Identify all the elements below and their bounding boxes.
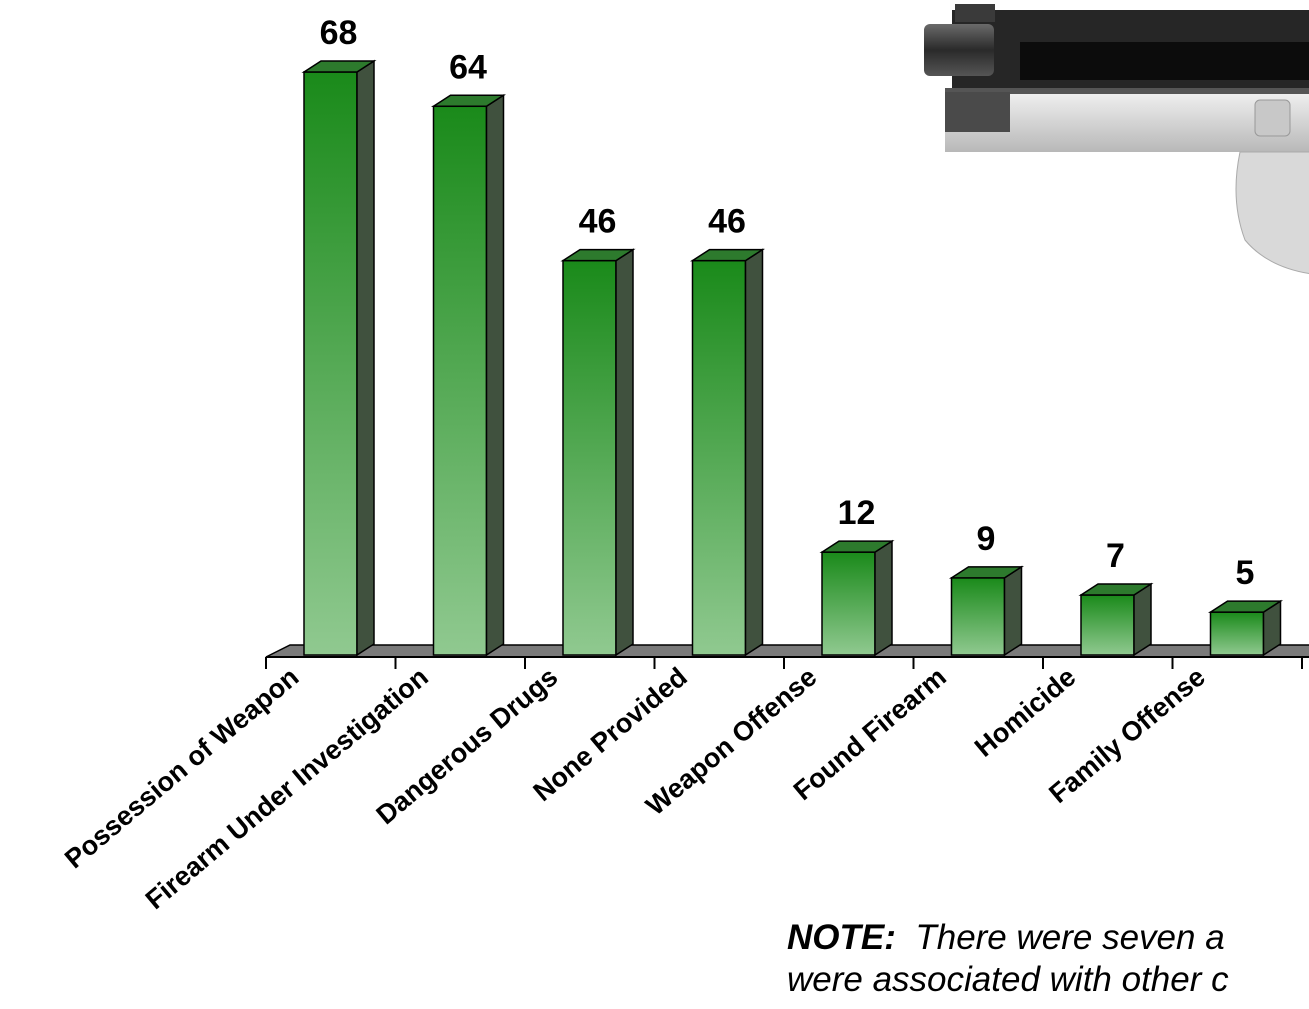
bar-top xyxy=(1207,600,1284,613)
bar-front xyxy=(1209,611,1265,656)
note-line-1: There were seven a xyxy=(915,918,1225,957)
bar-side xyxy=(744,248,764,657)
bar xyxy=(689,248,766,657)
value-label: 5 xyxy=(1236,554,1255,592)
bar-front xyxy=(432,105,488,656)
bar-top xyxy=(560,248,636,262)
value-label: 46 xyxy=(579,203,617,241)
bar-side xyxy=(874,539,893,657)
note-label: NOTE: xyxy=(787,918,896,957)
bar-side xyxy=(1003,565,1023,657)
bar-top xyxy=(1078,583,1154,596)
bar-side xyxy=(356,59,375,657)
value-label: 64 xyxy=(449,48,487,86)
bar xyxy=(819,539,895,657)
bar-front xyxy=(950,577,1006,656)
bar-top xyxy=(430,94,507,108)
category-label: Firearm Under Investigation xyxy=(140,662,434,915)
bar-top xyxy=(948,566,1025,579)
bar-top xyxy=(689,248,766,262)
bar xyxy=(430,93,507,657)
x-axis-ticks xyxy=(265,657,1303,669)
value-label: 12 xyxy=(838,494,876,532)
bar-side xyxy=(1133,582,1152,657)
value-label: 7 xyxy=(1106,537,1125,575)
bar xyxy=(948,565,1025,657)
bar-front xyxy=(562,259,617,656)
pistol-icon xyxy=(924,4,1309,275)
bar-side xyxy=(615,248,634,657)
bar xyxy=(560,248,636,657)
bar-top xyxy=(819,540,895,553)
bar-side xyxy=(485,93,505,657)
value-label: 9 xyxy=(977,520,996,558)
category-label: Homicide xyxy=(969,662,1081,763)
category-label: Possession of Weapon xyxy=(59,662,304,875)
value-label: 68 xyxy=(320,14,358,52)
note-text: NOTE: There were seven a were associated… xyxy=(787,917,1309,1001)
value-label: 46 xyxy=(708,203,746,241)
bars xyxy=(301,59,1284,657)
bar-front xyxy=(821,551,876,656)
bar-top xyxy=(301,60,377,73)
bar-front xyxy=(691,259,747,656)
bar xyxy=(1078,582,1154,657)
chart-floor xyxy=(265,644,1309,658)
bar-front xyxy=(1080,594,1135,656)
bar-front xyxy=(303,71,358,656)
value-labels: 68 64 46 46 12 9 7 5 xyxy=(320,14,1255,592)
note-line-2: were associated with other c xyxy=(787,960,1229,999)
bar xyxy=(301,59,377,657)
bar xyxy=(1207,599,1284,657)
